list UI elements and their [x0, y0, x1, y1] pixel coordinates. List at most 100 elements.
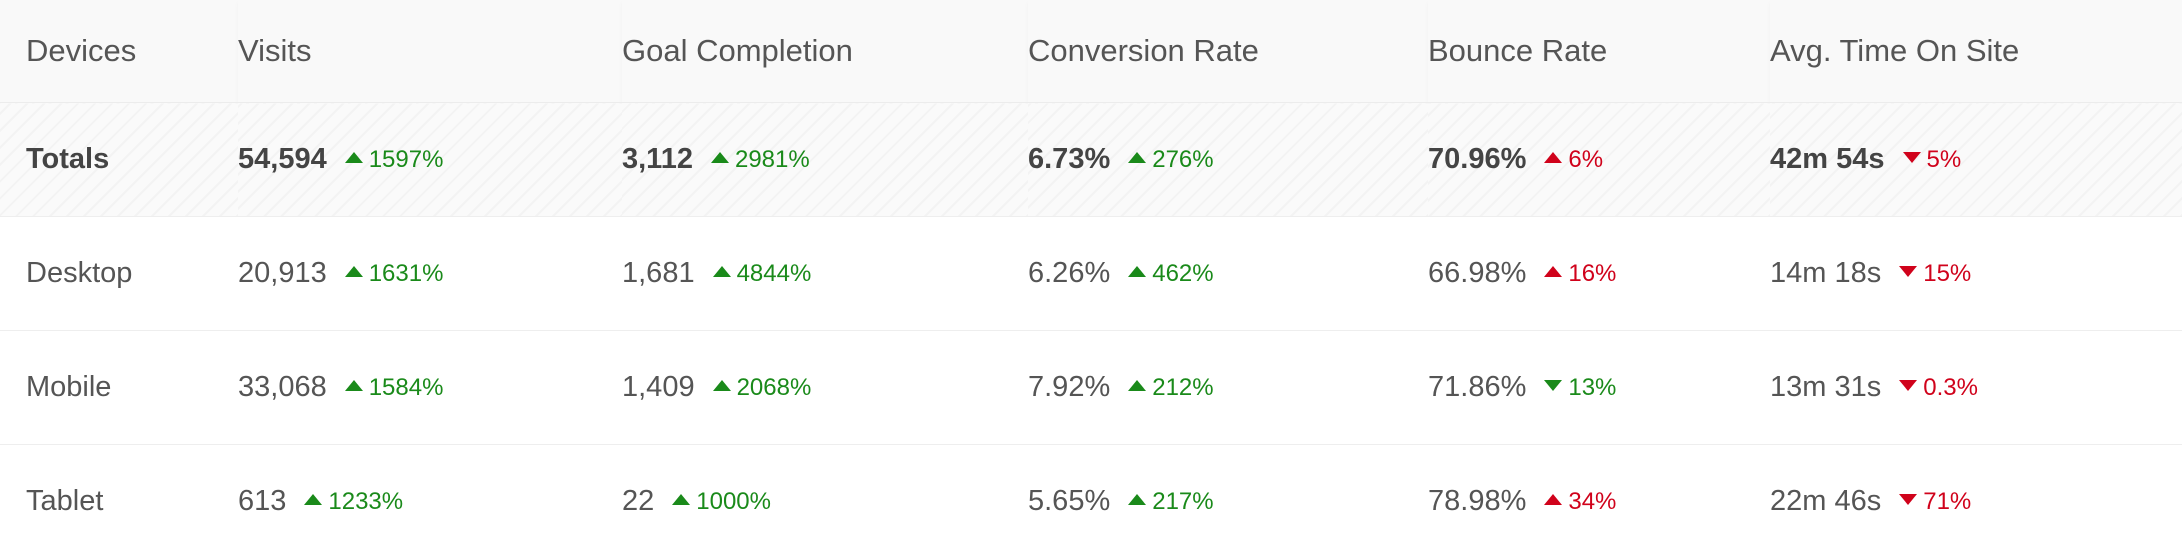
change-indicator: 1000% — [672, 488, 771, 516]
goal-completion-cell: 3,112 2981% — [622, 102, 1028, 217]
goal-completion-cell: 1,681 4844% — [622, 216, 1028, 331]
triangle-up-icon — [344, 152, 363, 164]
change-percent: 1597% — [368, 145, 444, 173]
change-percent: 13% — [1568, 373, 1617, 401]
goal-completion-cell: 1,409 2068% — [622, 330, 1028, 445]
bounce-rate-value: 71.86% — [1428, 371, 1527, 404]
avg-time-on-site-cell: 22m 46s 71% — [1770, 445, 2182, 559]
change-indicator: 2068% — [712, 373, 812, 402]
visits-value: 54,594 — [238, 143, 327, 176]
bounce-rate-cell: 71.86% 13% — [1428, 330, 1770, 445]
change-percent: 2981% — [734, 145, 810, 173]
change-indicator: 15% — [1899, 260, 1971, 288]
change-indicator: 1597% — [344, 145, 444, 174]
change-indicator: 462% — [1128, 259, 1214, 288]
change-indicator: 34% — [1544, 488, 1616, 516]
triangle-up-icon — [1544, 494, 1563, 506]
conversion-rate-cell: 5.65% 217% — [1028, 445, 1428, 559]
avg-time-on-site-cell: 14m 18s 15% — [1770, 216, 2182, 331]
change-percent: 16% — [1568, 259, 1617, 287]
device-name: Totals — [0, 102, 238, 217]
change-indicator: 1233% — [304, 488, 403, 516]
change-percent: 462% — [1152, 259, 1214, 287]
triangle-up-icon — [712, 380, 731, 392]
goal-completion-cell: 22 1000% — [622, 445, 1028, 559]
column-header-bounce-rate[interactable]: Bounce Rate — [1428, 0, 1770, 103]
visits-cell: 54,594 1597% — [238, 102, 622, 217]
goal-completion-value: 3,112 — [622, 143, 693, 176]
column-header-conversion-rate[interactable]: Conversion Rate — [1028, 0, 1428, 103]
visits-value: 20,913 — [238, 257, 327, 290]
change-percent: 217% — [1152, 487, 1214, 515]
bounce-rate-value: 78.98% — [1428, 485, 1527, 518]
table-row: Desktop 20,913 1631% 1,681 4844% 6.26% 462% 66.… — [0, 216, 2182, 331]
column-header-goal-completion[interactable]: Goal Completion — [622, 0, 1028, 103]
visits-cell: 33,068 1584% — [238, 330, 622, 445]
goal-completion-value: 1,409 — [622, 371, 695, 404]
table-row: Tablet 613 1233% 22 1000% 5.65% 217% 78.98% 34% 2… — [0, 445, 2182, 559]
triangle-up-icon — [344, 380, 363, 392]
change-percent: 34% — [1568, 487, 1617, 515]
triangle-up-icon — [1544, 152, 1563, 164]
triangle-up-icon — [712, 266, 731, 278]
change-percent: 0.3% — [1923, 373, 1978, 401]
visits-value: 33,068 — [238, 371, 327, 404]
visits-value: 613 — [238, 485, 287, 518]
triangle-up-icon — [672, 494, 691, 506]
change-percent: 1631% — [368, 259, 444, 287]
triangle-up-icon — [1128, 380, 1147, 392]
bounce-rate-value: 70.96% — [1428, 143, 1527, 176]
bounce-rate-cell: 66.98% 16% — [1428, 216, 1770, 331]
triangle-up-icon — [1128, 494, 1147, 506]
change-indicator: 13% — [1544, 374, 1616, 402]
change-percent: 1000% — [696, 487, 771, 515]
column-header-devices[interactable]: Devices — [0, 0, 238, 103]
device-name: Tablet — [26, 485, 104, 517]
column-header-avg-time-on-site[interactable]: Avg. Time On Site — [1770, 0, 2182, 103]
avg-time-on-site-value: 22m 46s — [1770, 485, 1882, 518]
change-indicator: 2981% — [710, 145, 810, 174]
conversion-rate-value: 7.92% — [1028, 371, 1111, 404]
triangle-up-icon — [1128, 152, 1147, 164]
change-indicator: 5% — [1902, 145, 1962, 174]
triangle-up-icon — [1128, 266, 1147, 278]
triangle-up-icon — [710, 152, 729, 164]
change-percent: 15% — [1923, 259, 1972, 287]
visits-cell: 613 1233% — [238, 445, 622, 559]
change-percent: 212% — [1152, 373, 1214, 401]
change-percent: 4844% — [736, 259, 812, 287]
triangle-up-icon — [1544, 266, 1563, 278]
triangle-down-icon — [1899, 380, 1918, 392]
bounce-rate-value: 66.98% — [1428, 257, 1527, 290]
conversion-rate-value: 6.73% — [1028, 143, 1111, 176]
change-indicator: 276% — [1128, 146, 1214, 174]
conversion-rate-cell: 6.73% 276% — [1028, 102, 1428, 217]
change-indicator: 1584% — [344, 373, 444, 402]
header-row: Devices Visits Goal Completion Conversio… — [0, 0, 2182, 103]
change-percent: 5% — [1926, 145, 1962, 173]
change-indicator: 16% — [1544, 260, 1616, 288]
triangle-up-icon — [304, 494, 323, 506]
change-indicator: 0.3% — [1899, 374, 1978, 402]
change-indicator: 71% — [1899, 488, 1971, 516]
triangle-down-icon — [1899, 266, 1918, 278]
device-name: Mobile — [0, 330, 238, 445]
avg-time-on-site-cell: 42m 54s 5% — [1770, 102, 2182, 217]
avg-time-on-site-cell: 13m 31s 0.3% — [1770, 330, 2182, 445]
conversion-rate-value: 6.26% — [1028, 257, 1111, 290]
triangle-up-icon — [344, 266, 363, 278]
avg-time-on-site-value: 13m 31s — [1770, 371, 1882, 404]
avg-time-on-site-value: 42m 54s — [1770, 143, 1885, 176]
triangle-down-icon — [1899, 494, 1918, 506]
conversion-rate-cell: 7.92% 212% — [1028, 330, 1428, 445]
triangle-down-icon — [1902, 152, 1921, 164]
change-indicator: 4844% — [712, 259, 812, 288]
avg-time-on-site-value: 14m 18s — [1770, 257, 1882, 290]
column-header-visits[interactable]: Visits — [238, 0, 622, 103]
conversion-rate-value: 5.65% — [1028, 485, 1111, 518]
change-percent: 1233% — [328, 487, 404, 515]
change-percent: 2068% — [736, 373, 812, 401]
bounce-rate-cell: 78.98% 34% — [1428, 445, 1770, 559]
change-percent: 1584% — [368, 373, 444, 401]
